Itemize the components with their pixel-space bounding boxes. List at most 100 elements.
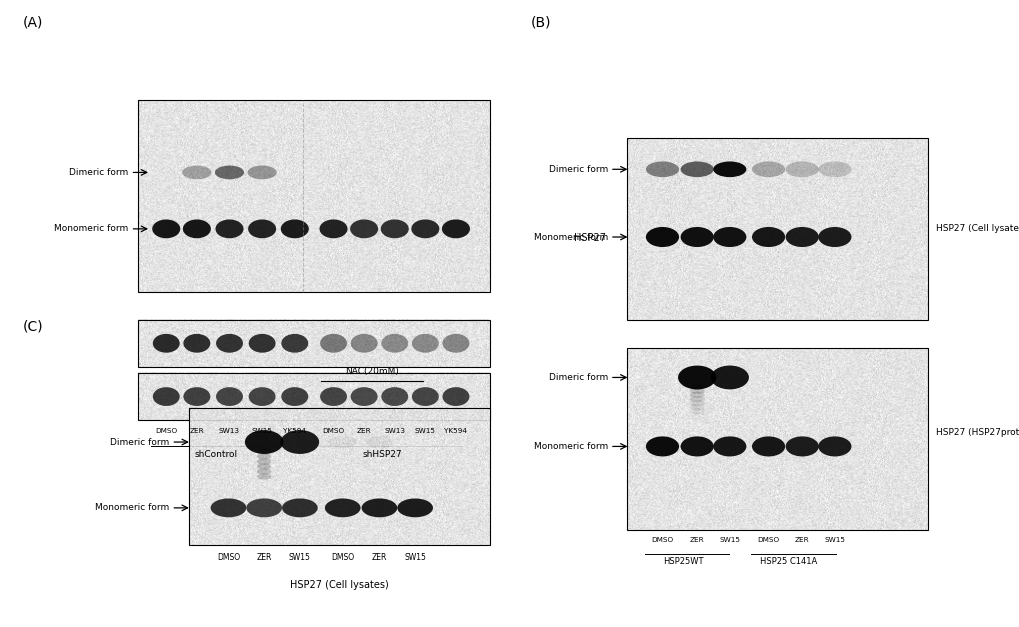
Text: ZER: ZER xyxy=(371,553,387,562)
Ellipse shape xyxy=(381,387,408,406)
Bar xyxy=(138,320,489,367)
Ellipse shape xyxy=(248,166,276,179)
Text: SW15: SW15 xyxy=(823,537,845,544)
Text: SW15: SW15 xyxy=(718,537,740,544)
Ellipse shape xyxy=(320,387,346,406)
Text: DMSO: DMSO xyxy=(217,553,239,562)
Ellipse shape xyxy=(183,387,210,406)
Ellipse shape xyxy=(712,162,746,177)
Ellipse shape xyxy=(689,404,704,410)
Text: DMSO: DMSO xyxy=(331,553,354,562)
Ellipse shape xyxy=(411,219,439,238)
Ellipse shape xyxy=(257,468,271,475)
Text: Monomeric form: Monomeric form xyxy=(95,503,169,512)
Ellipse shape xyxy=(281,498,318,517)
Ellipse shape xyxy=(361,498,397,517)
Ellipse shape xyxy=(257,453,271,460)
Bar xyxy=(138,100,489,292)
Text: YK594: YK594 xyxy=(283,428,306,434)
Ellipse shape xyxy=(689,387,704,394)
Text: SW15: SW15 xyxy=(288,553,311,562)
Ellipse shape xyxy=(442,387,469,406)
Ellipse shape xyxy=(689,384,704,390)
Ellipse shape xyxy=(350,219,378,238)
Ellipse shape xyxy=(712,436,746,456)
Ellipse shape xyxy=(412,334,438,352)
Text: DMSO: DMSO xyxy=(757,537,779,544)
Text: YK594: YK594 xyxy=(444,428,467,434)
Ellipse shape xyxy=(320,334,346,352)
Ellipse shape xyxy=(751,436,785,456)
Ellipse shape xyxy=(412,387,438,406)
Ellipse shape xyxy=(182,166,211,179)
Ellipse shape xyxy=(442,334,469,352)
Ellipse shape xyxy=(645,227,679,247)
Ellipse shape xyxy=(680,162,713,177)
Ellipse shape xyxy=(280,430,319,454)
Ellipse shape xyxy=(645,162,679,177)
Text: DMSO: DMSO xyxy=(322,428,344,434)
Ellipse shape xyxy=(381,334,408,352)
Ellipse shape xyxy=(211,498,247,517)
Text: (C): (C) xyxy=(22,320,43,334)
Ellipse shape xyxy=(183,334,210,352)
Text: HSP27 (HSP27protein): HSP27 (HSP27protein) xyxy=(935,428,1019,437)
Text: HSP27: HSP27 xyxy=(573,233,605,243)
Text: SW15: SW15 xyxy=(415,428,435,434)
Ellipse shape xyxy=(441,219,470,238)
Ellipse shape xyxy=(248,219,276,238)
Ellipse shape xyxy=(751,162,785,177)
Text: HSP25 C141A: HSP25 C141A xyxy=(759,557,816,566)
Text: Monomeric form: Monomeric form xyxy=(533,233,607,241)
Text: SW13: SW13 xyxy=(384,428,405,434)
Ellipse shape xyxy=(689,400,704,406)
Bar xyxy=(138,373,489,420)
Text: ZER: ZER xyxy=(190,428,204,434)
Ellipse shape xyxy=(817,227,851,247)
Text: Dimeric form: Dimeric form xyxy=(69,168,128,177)
Text: Monomeric form: Monomeric form xyxy=(533,442,607,451)
Text: HSP27 (Cell lysates): HSP27 (Cell lysates) xyxy=(289,580,388,590)
Ellipse shape xyxy=(182,219,211,238)
Ellipse shape xyxy=(689,408,704,414)
Text: Dimeric form: Dimeric form xyxy=(548,165,607,174)
Ellipse shape xyxy=(257,458,271,465)
Text: shControl: shControl xyxy=(195,450,237,458)
Ellipse shape xyxy=(257,463,271,470)
Ellipse shape xyxy=(281,334,308,352)
Ellipse shape xyxy=(152,219,180,238)
Ellipse shape xyxy=(680,227,713,247)
Ellipse shape xyxy=(216,334,243,352)
Ellipse shape xyxy=(324,498,361,517)
Bar xyxy=(627,138,927,320)
Ellipse shape xyxy=(351,387,377,406)
Ellipse shape xyxy=(215,219,244,238)
Ellipse shape xyxy=(785,227,818,247)
Bar xyxy=(189,408,489,545)
Text: ZER: ZER xyxy=(256,553,272,562)
Ellipse shape xyxy=(257,473,271,480)
Text: HSP27 (Cell lysates): HSP27 (Cell lysates) xyxy=(935,224,1019,233)
Ellipse shape xyxy=(216,387,243,406)
Ellipse shape xyxy=(817,162,851,177)
Bar xyxy=(627,348,927,530)
Text: Dimeric form: Dimeric form xyxy=(110,438,169,446)
Ellipse shape xyxy=(281,387,308,406)
Text: SW15: SW15 xyxy=(404,553,426,562)
Ellipse shape xyxy=(712,227,746,247)
Ellipse shape xyxy=(751,227,785,247)
Text: SW13: SW13 xyxy=(219,428,239,434)
Text: Dimeric form: Dimeric form xyxy=(548,373,607,382)
Ellipse shape xyxy=(280,219,309,238)
Ellipse shape xyxy=(817,436,851,456)
Ellipse shape xyxy=(710,366,748,389)
Ellipse shape xyxy=(380,219,409,238)
Text: ZER: ZER xyxy=(689,537,704,544)
Ellipse shape xyxy=(153,387,179,406)
Ellipse shape xyxy=(215,166,244,179)
Ellipse shape xyxy=(153,334,179,352)
Ellipse shape xyxy=(785,436,818,456)
Text: (A): (A) xyxy=(22,16,43,29)
Ellipse shape xyxy=(249,387,275,406)
Text: ZER: ZER xyxy=(357,428,371,434)
